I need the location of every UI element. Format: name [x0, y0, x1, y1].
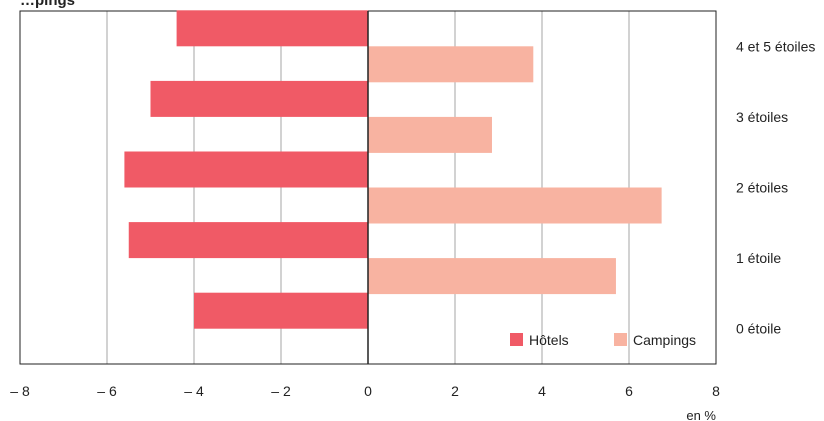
chart-title: …pings [20, 0, 75, 9]
bars [124, 10, 662, 329]
x-tick-label: – 4 [184, 383, 204, 399]
bar-hotels [150, 80, 368, 117]
bar-campings [368, 116, 492, 153]
category-label: 3 étoiles [736, 109, 788, 125]
legend-swatch [614, 333, 627, 346]
x-tick-label: 2 [451, 383, 459, 399]
x-tick-label: – 6 [97, 383, 117, 399]
legend-swatch [510, 333, 523, 346]
legend-label: Campings [633, 332, 696, 348]
x-tick-label: 6 [625, 383, 633, 399]
x-tick-label: 8 [712, 383, 720, 399]
x-tick-label: 0 [364, 383, 372, 399]
x-axis-ticks: – 8 – 6 – 4 – 2 0 2 4 6 8 [10, 383, 720, 399]
bar-campings [368, 46, 534, 83]
legend: Hôtels Campings [510, 332, 696, 348]
bar-campings [368, 258, 616, 295]
bar-hotels [176, 10, 368, 47]
legend-label: Hôtels [529, 332, 569, 348]
x-axis-unit-label: en % [686, 408, 716, 421]
bar-hotels [194, 292, 368, 329]
x-tick-label: 4 [538, 383, 546, 399]
bar-campings [368, 187, 662, 224]
category-label: 2 étoiles [736, 180, 788, 196]
category-label: 4 et 5 étoiles [736, 38, 815, 54]
category-label: 0 étoile [736, 321, 781, 337]
x-tick-label: – 8 [10, 383, 30, 399]
bar-hotels [128, 222, 368, 259]
category-label: 1 étoile [736, 250, 781, 266]
category-labels: 4 et 5 étoiles 3 étoiles 2 étoiles 1 étoile… [736, 38, 815, 336]
bar-hotels [124, 151, 369, 188]
x-tick-label: – 2 [271, 383, 291, 399]
